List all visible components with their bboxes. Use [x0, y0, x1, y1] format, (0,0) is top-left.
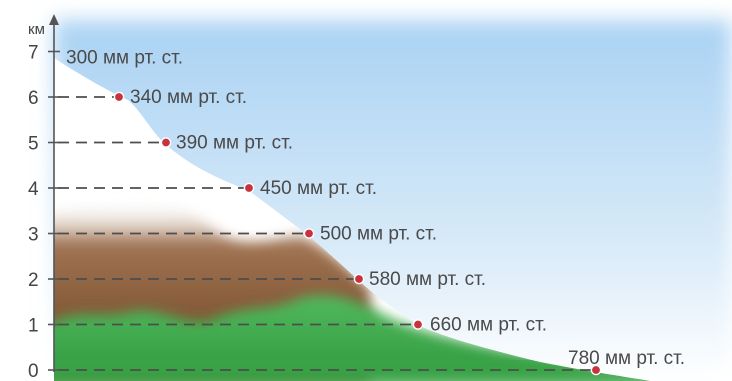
axis-tick-label: 6 — [28, 88, 39, 109]
axis-unit-label: км — [28, 21, 45, 38]
pressure-marker — [160, 137, 172, 148]
pressure-marker — [113, 91, 125, 103]
pressure-marker — [243, 182, 255, 194]
axis-tick-label: 7 — [28, 43, 39, 64]
pressure-marker — [412, 319, 424, 330]
pressure-label: 450 мм рт. ст. — [260, 178, 377, 199]
axis-arrow-icon — [49, 14, 59, 25]
pressure-markers — [113, 91, 602, 376]
axis-tick-label: 3 — [28, 225, 39, 246]
pressure-label: 660 мм рт. ст. — [430, 315, 547, 336]
leader-lines — [58, 96, 591, 371]
axis-ticks: 0 1 2 3 4 5 6 7 — [28, 43, 60, 381]
axis-tick-label: 0 — [28, 361, 39, 381]
axis-tick-label: 5 — [28, 134, 39, 155]
pressure-label: 780 мм рт. ст. — [568, 348, 685, 369]
pressure-label: 390 мм рт. ст. — [176, 133, 293, 154]
axis-tick-label: 2 — [28, 270, 39, 291]
pressure-label: 580 мм рт. ст. — [369, 269, 486, 290]
pressure-marker — [353, 273, 365, 285]
pressure-marker — [303, 228, 315, 239]
pressure-labels: 300 мм рт. ст. 340 мм рт. ст. 390 мм рт. с… — [66, 48, 685, 370]
pressure-label: 300 мм рт. ст. — [66, 48, 183, 69]
axis-tick-label: 4 — [28, 179, 39, 200]
axis-tick-label: 1 — [28, 316, 39, 337]
altitude-axis: км — [28, 14, 59, 372]
pressure-label: 500 мм рт. ст. — [320, 224, 437, 245]
pressure-marker — [590, 364, 602, 376]
pressure-label: 340 мм рт. ст. — [130, 87, 247, 108]
